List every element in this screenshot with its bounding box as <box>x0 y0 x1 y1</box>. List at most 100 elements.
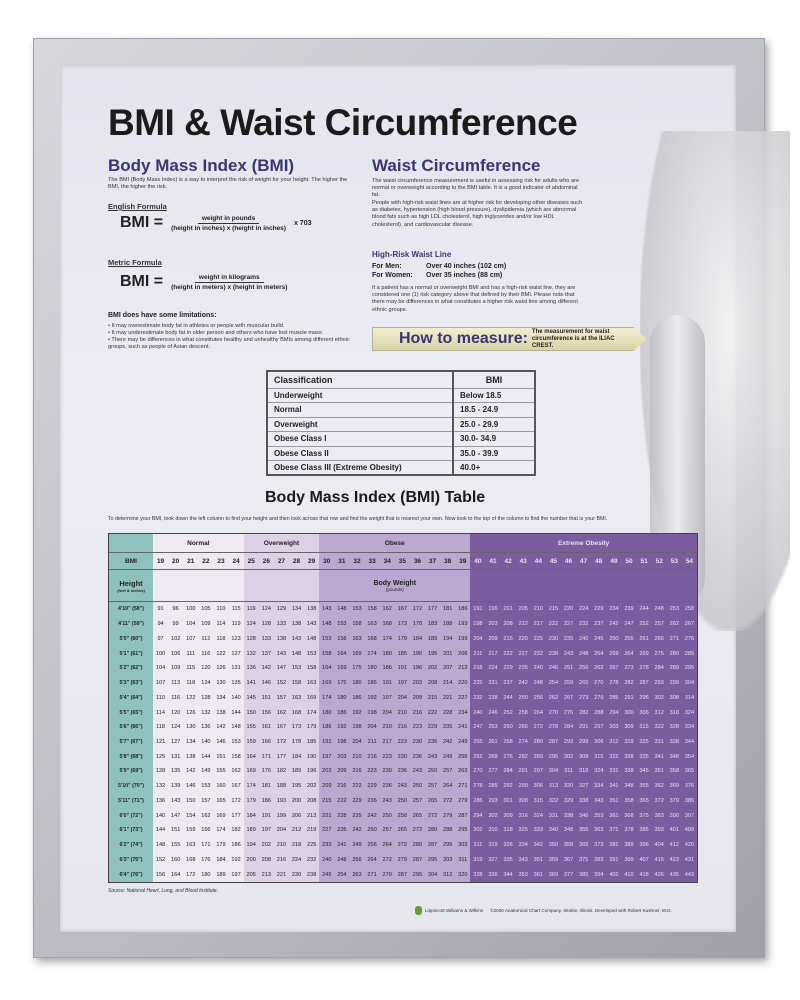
weight-cell: 238 <box>485 690 501 706</box>
weight-cell: 127 <box>168 734 184 750</box>
class-name: Obese Class II <box>267 446 453 461</box>
weight-cell: 180 <box>319 705 335 720</box>
weight-cell: 159 <box>183 823 199 838</box>
weight-cell: 208 <box>500 616 516 632</box>
class-name: Normal <box>267 402 453 418</box>
weight-cell: 186 <box>455 602 471 617</box>
weight-cell: 272 <box>530 719 546 735</box>
weight-cell: 150 <box>183 793 199 809</box>
weight-cell: 184 <box>243 808 259 824</box>
weight-cell: 269 <box>636 646 652 661</box>
denominator: (height in meters) x (height in meters) <box>171 283 288 291</box>
weight-cell: 254 <box>334 867 350 882</box>
classification-table: Classification BMI Underweight Below 18.5 … <box>266 370 536 476</box>
weight-cell: 265 <box>424 793 441 809</box>
bmi-value: 22 <box>198 553 214 570</box>
weight-cell: 322 <box>606 749 622 765</box>
bmi-value: 23 <box>213 553 229 570</box>
weight-cell: 200 <box>288 793 305 809</box>
weight-cell: 299 <box>515 778 531 794</box>
weight-cell: 304 <box>681 675 697 691</box>
weight-cell: 295 <box>681 660 697 676</box>
metric-formula: BMI = weight in kilograms (height in mete… <box>120 273 287 291</box>
weight-cell: 97 <box>153 631 169 647</box>
height-cell: 6'2" (74") <box>109 837 153 853</box>
weight-cell: 302 <box>651 690 667 706</box>
weight-cell: 129 <box>273 602 289 617</box>
weight-cell: 138 <box>183 749 199 765</box>
weight-cell: 309 <box>621 719 637 735</box>
weight-cell: 350 <box>545 837 561 853</box>
weight-cell: 107 <box>183 631 199 647</box>
weight-cell: 120 <box>168 705 184 720</box>
formula-lhs: BMI = <box>120 273 164 290</box>
weight-cell: 216 <box>334 778 350 794</box>
weight-cell: 362 <box>651 778 667 794</box>
weight-cell: 328 <box>470 867 486 882</box>
height-cell: 5'3" (63") <box>109 675 153 691</box>
height-cell: 4'10" (58") <box>109 602 153 617</box>
bmi-value: 35 <box>394 553 410 570</box>
height-cell: 6'3" (75") <box>109 852 153 868</box>
weight-cell: 168 <box>379 616 395 632</box>
weight-cell: 402 <box>606 867 622 882</box>
weight-cell: 221 <box>273 867 289 882</box>
weight-cell: 221 <box>319 808 335 824</box>
weight-cell: 201 <box>440 646 456 661</box>
weight-cell: 316 <box>515 808 531 824</box>
weight-cell: 343 <box>591 793 607 809</box>
weight-cell: 351 <box>530 852 546 868</box>
weight-cell: 151 <box>258 690 274 706</box>
weight-cell: 218 <box>288 837 305 853</box>
weight-cell: 230 <box>394 749 410 765</box>
classification-header: Classification BMI <box>267 371 535 389</box>
weight-cell: 216 <box>394 719 410 735</box>
bmi-value: 19 <box>153 553 169 570</box>
weight-cell: 285 <box>485 778 501 794</box>
weight-cell: 128 <box>153 764 169 779</box>
weight-cell: 203 <box>319 764 335 779</box>
weight-cell: 123 <box>228 631 244 647</box>
weight-cell: 267 <box>560 690 577 706</box>
weight-cell: 148 <box>153 837 169 853</box>
weight-cell: 278 <box>606 675 622 691</box>
weight-cell: 152 <box>153 852 169 868</box>
weight-cell: 186 <box>258 793 274 809</box>
height-cell: 5'8" (68") <box>109 749 153 765</box>
weight-cell: 169 <box>349 646 365 661</box>
weight-cell: 168 <box>183 852 199 868</box>
bmi-value: 43 <box>515 553 531 570</box>
weight-cell: 155 <box>168 837 184 853</box>
weight-cell: 154 <box>183 808 199 824</box>
weight-cell: 394 <box>591 867 607 882</box>
weight-cell: 299 <box>666 675 682 691</box>
weight-cell: 165 <box>213 793 229 809</box>
weight-cell: 191 <box>470 602 486 617</box>
weight-cell: 113 <box>168 675 184 691</box>
english-formula: BMI = weight in pounds (height in inches)… <box>120 214 312 232</box>
bmi-value: 47 <box>576 553 592 570</box>
weight-cell: 195 <box>288 778 305 794</box>
weight-cell: 270 <box>591 675 607 691</box>
weight-cell: 401 <box>666 823 682 838</box>
weight-cell: 211 <box>470 646 486 661</box>
weight-cell: 138 <box>288 616 305 632</box>
weight-cell: 174 <box>304 705 320 720</box>
bmi-value: 25 <box>243 553 259 570</box>
weight-cell: 186 <box>379 660 395 676</box>
height-cell: 5'10" (70") <box>109 778 153 794</box>
weight-cell: 331 <box>651 734 667 750</box>
bmi-value: 51 <box>636 553 652 570</box>
weight-cell: 202 <box>304 778 320 794</box>
weight-cell: 289 <box>666 660 682 676</box>
weight-cell: 258 <box>394 808 410 824</box>
weight-cell: 174 <box>319 690 335 706</box>
footer-credit: Lippincott Williams & Wilkins ©2006 Anat… <box>415 906 672 915</box>
weight-cell: 219 <box>304 823 320 838</box>
weight-cell: 158 <box>334 631 350 647</box>
class-range: 25.0 - 29.9 <box>452 417 535 432</box>
weight-cell: 420 <box>681 837 697 853</box>
weight-cell: 282 <box>515 749 531 765</box>
weight-cell: 183 <box>424 616 441 632</box>
height-cell: 6'0" (72") <box>109 808 153 824</box>
